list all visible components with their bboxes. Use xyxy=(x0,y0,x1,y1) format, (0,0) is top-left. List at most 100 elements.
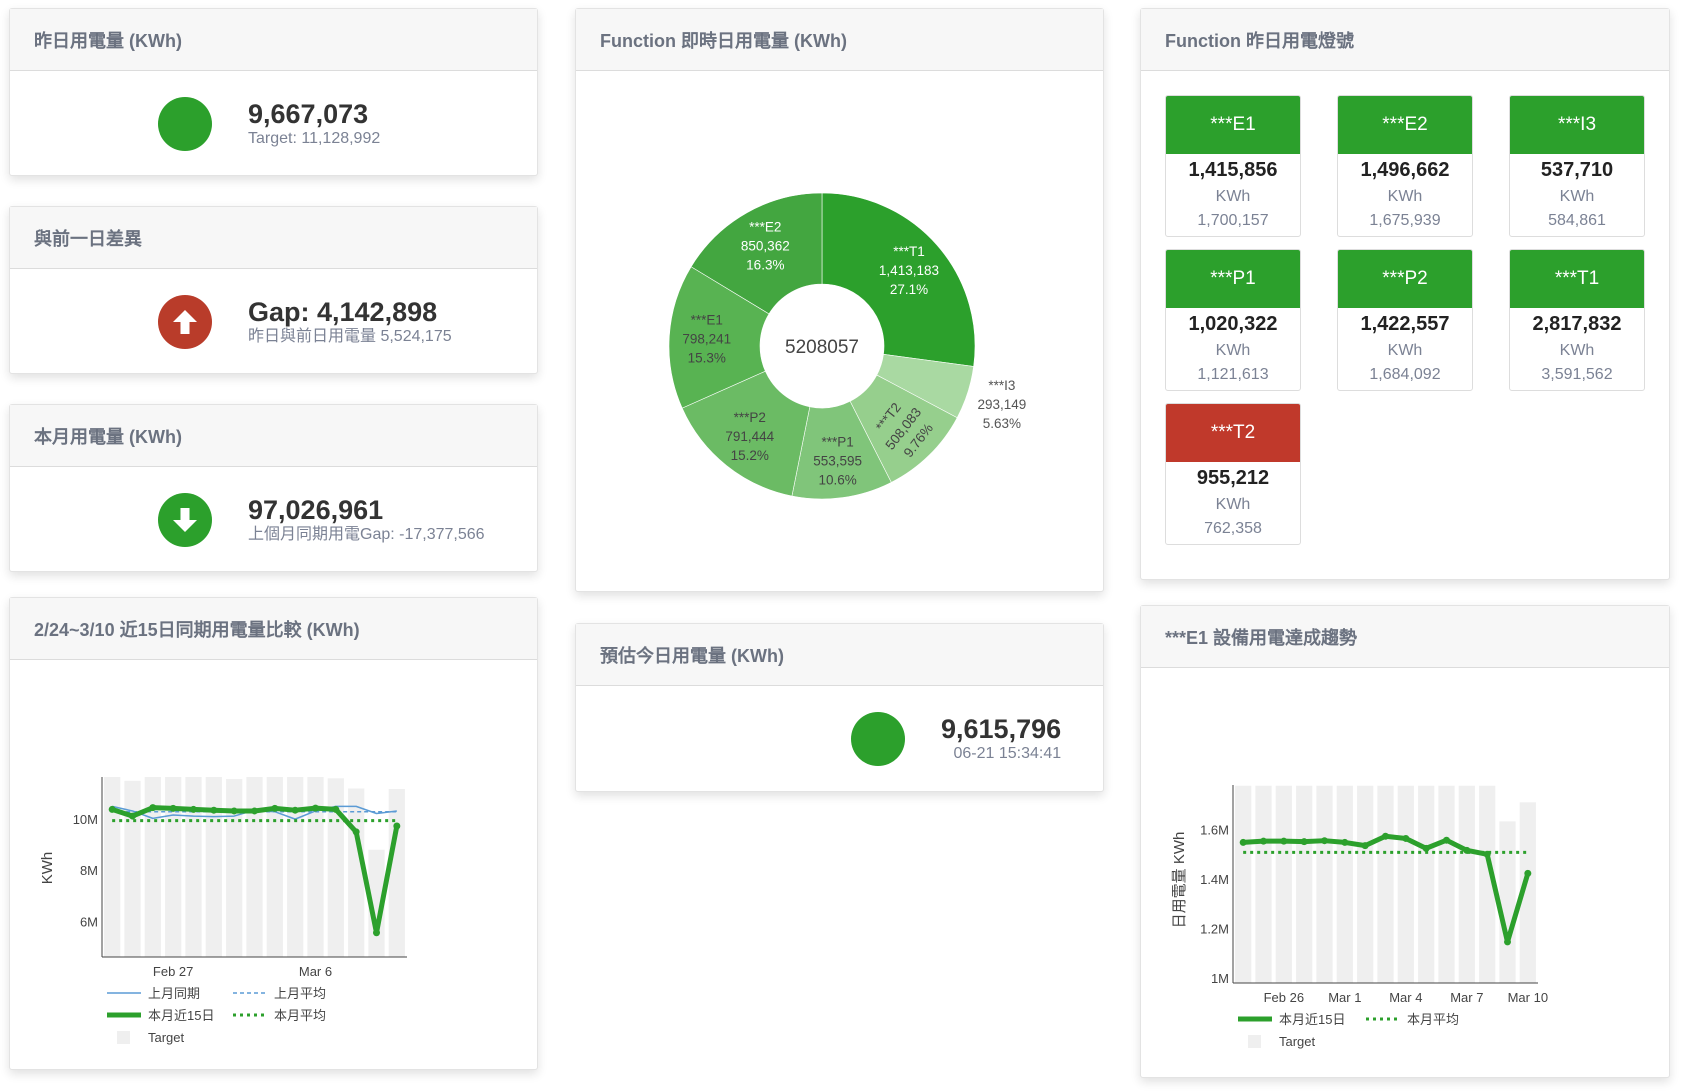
target-bar xyxy=(1479,785,1496,983)
slice-label: ***P2 791,444 15.2% xyxy=(725,410,774,463)
status-light-icon xyxy=(851,712,905,766)
tile-value: 1,020,322 xyxy=(1188,313,1278,335)
slice-label-text: 791,444 xyxy=(725,429,774,444)
tile-unit: KWh xyxy=(1387,188,1423,205)
x-tick-label: Mar 4 xyxy=(1389,990,1422,1005)
target-bar xyxy=(1336,785,1353,983)
legend-label: 本月近15日 xyxy=(1279,1012,1345,1027)
kpi-value: Gap: 4,142,898 xyxy=(248,297,438,327)
legend-label: Target xyxy=(1279,1034,1316,1049)
slice-label-text: ***P1 xyxy=(822,434,854,449)
slice-label-text: 1,413,183 xyxy=(879,263,939,278)
kpi-timestamp: 06-21 15:34:41 xyxy=(953,745,1062,762)
light-tile[interactable]: ***P2 1,422,557 KWh 1,684,092 xyxy=(1337,249,1473,391)
target-bar xyxy=(1519,802,1536,983)
target-bar xyxy=(246,777,263,957)
status-light-icon xyxy=(158,97,212,151)
tile-value: 1,496,662 xyxy=(1360,159,1450,181)
target-bar xyxy=(368,849,385,957)
target-bar xyxy=(1418,785,1435,983)
legend-item: 上月同期 xyxy=(107,986,200,1001)
slice-label-text: 5.63% xyxy=(983,416,1021,431)
data-point xyxy=(230,807,238,815)
card-title: 昨日用電量 (KWh) xyxy=(10,9,537,71)
legend-label: Target xyxy=(148,1030,185,1045)
donut-slice xyxy=(821,192,976,367)
tile-name: ***I3 xyxy=(1510,96,1644,154)
light-tile[interactable]: ***E1 1,415,856 KWh 1,700,157 xyxy=(1165,95,1301,237)
data-point xyxy=(1382,832,1389,840)
y-axis-label: 日用電量 KWh xyxy=(1171,832,1188,929)
data-point xyxy=(1361,842,1369,850)
target-bar xyxy=(1499,821,1516,983)
tile-name: ***E1 xyxy=(1166,96,1300,154)
slice-label: ***T1 1,413,183 27.1% xyxy=(879,244,939,297)
tile-unit: KWh xyxy=(1215,496,1251,513)
data-point xyxy=(190,805,197,813)
target-bar xyxy=(1275,785,1292,983)
slice-label-text: 798,241 xyxy=(682,332,731,347)
tile-previous: 762,358 xyxy=(1204,520,1262,537)
tile-unit: KWh xyxy=(1215,342,1251,359)
data-point xyxy=(169,804,177,812)
legend-label: 本月近15日 xyxy=(148,1008,214,1023)
data-point xyxy=(1239,838,1247,846)
data-point xyxy=(1504,938,1511,946)
legend-item: Target xyxy=(117,1030,185,1045)
target-bar xyxy=(287,777,304,957)
donut-slice xyxy=(690,192,823,315)
data-point xyxy=(1443,836,1450,844)
slice-label: ***I3 293,149 5.63% xyxy=(978,378,1027,431)
data-point xyxy=(251,807,258,815)
light-tile[interactable]: ***I3 537,710 KWh 584,861 xyxy=(1509,95,1645,237)
x-tick-label: Feb 27 xyxy=(153,964,193,979)
data-point xyxy=(332,805,340,813)
data-point xyxy=(1260,837,1267,845)
data-point xyxy=(129,812,136,820)
card-title: Function 昨日用電燈號 xyxy=(1141,9,1669,71)
data-point xyxy=(352,828,360,836)
data-point xyxy=(1280,837,1288,845)
x-tick-label: Mar 7 xyxy=(1450,990,1483,1005)
kpi-value: 97,026,961 xyxy=(248,495,384,525)
card-title: ***E1 設備用電達成趨勢 xyxy=(1141,606,1669,668)
tile-previous: 3,591,562 xyxy=(1541,366,1613,383)
slice-label: ***E2 850,362 16.3% xyxy=(741,219,790,272)
light-tile[interactable]: ***E2 1,496,662 KWh 1,675,939 xyxy=(1337,95,1473,237)
target-bar xyxy=(266,777,283,957)
tile-value: 955,212 xyxy=(1196,467,1270,489)
donut-slice xyxy=(681,370,811,497)
data-point xyxy=(1422,844,1430,852)
light-tile[interactable]: ***T1 2,817,832 KWh 3,591,562 xyxy=(1509,249,1645,391)
data-point xyxy=(1321,837,1328,845)
donut-center-total: 5208057 xyxy=(785,337,859,358)
donut-slice xyxy=(668,266,770,409)
target-bar xyxy=(104,777,121,957)
x-tick-label: Feb 26 xyxy=(1264,990,1304,1005)
x-tick-label: Mar 10 xyxy=(1508,990,1548,1005)
target-bar xyxy=(1255,785,1272,983)
target-bar xyxy=(388,789,405,957)
data-point xyxy=(210,806,218,814)
arrow-up-circle-icon xyxy=(158,295,212,349)
tile-value: 1,415,856 xyxy=(1188,159,1278,181)
light-tile[interactable]: ***T2 955,212 KWh 762,358 xyxy=(1165,403,1301,545)
light-tile[interactable]: ***P1 1,020,322 KWh 1,121,613 xyxy=(1165,249,1301,391)
tile-name: ***T2 xyxy=(1166,404,1300,462)
data-point xyxy=(1341,838,1349,846)
legend-item: 本月近15日 xyxy=(1238,1012,1345,1027)
legend-label: 上月平均 xyxy=(274,986,326,1001)
data-point xyxy=(373,929,380,937)
data-point xyxy=(149,804,157,812)
tile-name: ***T1 xyxy=(1510,250,1644,308)
month-usage-card: 本月用電量 (KWh) 97,026,961 上個月同期用電Gap: -17,3… xyxy=(9,404,538,572)
slice-label-text: ***P2 xyxy=(734,410,766,425)
arrow-down-circle-icon xyxy=(158,493,212,547)
data-point xyxy=(393,822,401,830)
target-bar xyxy=(1235,785,1252,983)
card-title: Function 即時日用電量 (KWh) xyxy=(576,9,1103,71)
data-point xyxy=(1402,834,1410,842)
target-bar xyxy=(307,777,324,957)
kpi-sub: 上個月同期用電Gap: -17,377,566 xyxy=(248,526,485,543)
